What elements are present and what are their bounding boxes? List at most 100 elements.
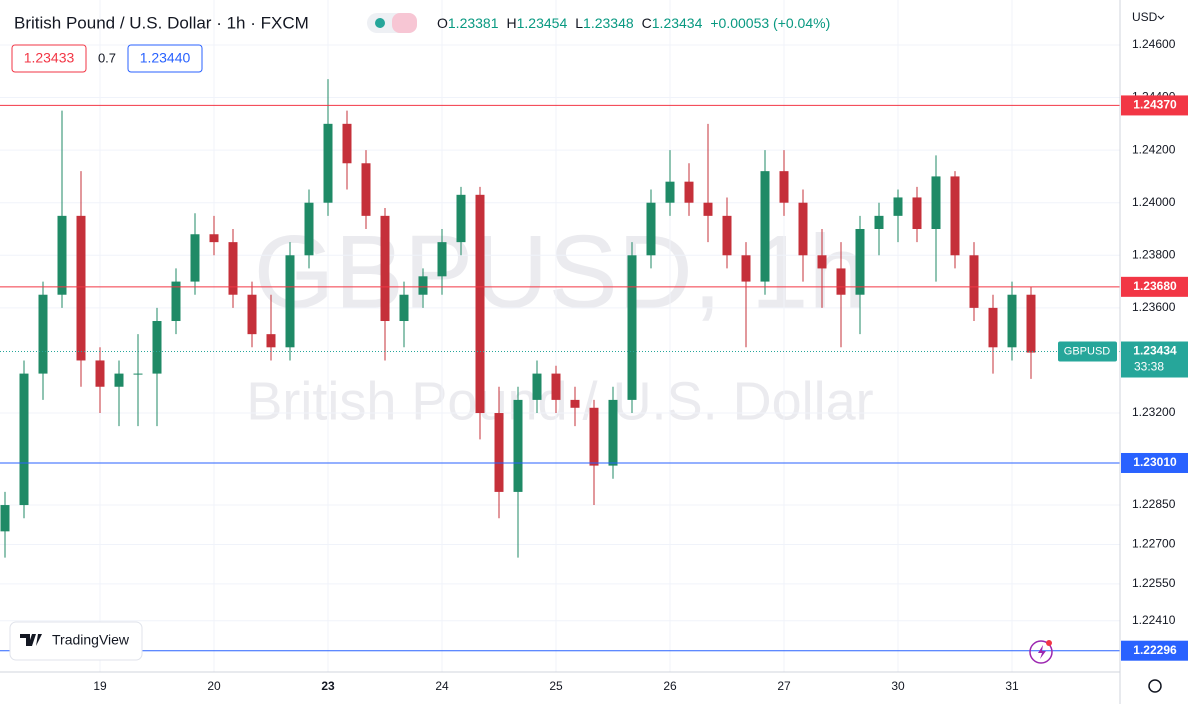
candle-body (893, 197, 903, 216)
ohlc-value: 1.23381 (448, 15, 499, 31)
y-tick-label: 1.22410 (1132, 613, 1176, 627)
candle-body (646, 202, 656, 256)
level-label-box (1121, 452, 1188, 473)
candle-body (209, 234, 219, 243)
candle-body (19, 373, 29, 506)
candle-body (627, 255, 637, 400)
y-tick-label: 1.23800 (1132, 247, 1176, 261)
candle-body (285, 255, 295, 348)
status-dot (375, 18, 385, 28)
candle-body (152, 321, 162, 374)
level-label: 1.22296 (1133, 643, 1177, 657)
y-tick-label: 1.24000 (1132, 195, 1176, 209)
candle-body (380, 215, 390, 322)
ohlc-values: O1.23381 H1.23454 L1.23348 C1.23434 +0.00053… (437, 15, 830, 31)
ohlc-value: 1.23434 (652, 15, 703, 31)
candle-body (437, 242, 447, 277)
candle-body (76, 215, 86, 361)
last-price: 1.23434 (1133, 344, 1177, 358)
alert-icon[interactable] (1029, 640, 1053, 664)
bid-box[interactable] (11, 44, 87, 73)
toggle-icon[interactable] (392, 13, 417, 33)
candle-body (418, 276, 428, 295)
ohlc-key: H (507, 15, 517, 31)
ask[interactable]: 1.23440 (140, 50, 191, 66)
ohlc-key: L (575, 15, 583, 31)
logo-text: TradingView (52, 632, 130, 648)
last-name-box (1058, 341, 1117, 362)
x-tick-label: 27 (777, 679, 791, 693)
candle-body (665, 181, 675, 203)
candle-body (228, 242, 238, 295)
level-label-box (1121, 276, 1188, 297)
candle-body (304, 202, 314, 256)
x-tick-label: 23 (321, 679, 335, 693)
candle-body (855, 228, 865, 295)
candle-body (1007, 294, 1017, 348)
candle-body (988, 307, 998, 348)
logo-mark (20, 634, 42, 646)
bid[interactable]: 1.23433 (24, 50, 75, 66)
candle-body (399, 294, 409, 322)
spread: 0.7 (98, 50, 116, 65)
y-tick-label: 1.22550 (1132, 576, 1176, 590)
y-tick-label: 1.23200 (1132, 405, 1176, 419)
candle-body (95, 360, 105, 387)
candle-body (741, 255, 751, 282)
candle-body (817, 255, 827, 269)
level-label: 1.23680 (1133, 279, 1177, 293)
candle-body (912, 197, 922, 229)
level-label-box (1121, 640, 1188, 661)
candle-body (247, 294, 257, 335)
candle-body (456, 194, 466, 243)
candle-body (969, 255, 979, 308)
y-tick-label: 1.24600 (1132, 37, 1176, 51)
candle-body (608, 399, 618, 466)
currency[interactable]: USD (1132, 10, 1158, 24)
candle-body (703, 202, 713, 216)
candle-body (589, 407, 599, 466)
candle-body (171, 281, 181, 322)
symbol-title[interactable]: British Pound / U.S. Dollar · 1h · FXCM (14, 13, 309, 32)
candle-body (0, 505, 10, 532)
candle-body (133, 373, 143, 375)
chevron (1157, 15, 1165, 20)
last-price-box (1121, 341, 1188, 378)
y-tick-label: 1.22850 (1132, 497, 1176, 511)
x-tick-label: 31 (1005, 679, 1019, 693)
ask-box[interactable] (127, 44, 203, 73)
candle-body (950, 176, 960, 256)
logo-box[interactable] (9, 621, 143, 661)
y-tick-label: 1.22700 (1132, 537, 1176, 551)
watermark-symbol: GBPUSD, 1h (254, 214, 867, 330)
candle-body (931, 176, 941, 229)
candle-body (551, 373, 561, 400)
x-tick-label: 25 (549, 679, 563, 693)
candle-body (722, 215, 732, 256)
candle-body (874, 215, 884, 229)
x-tick-label: 20 (207, 679, 221, 693)
candle-body (323, 123, 333, 203)
candle-body (475, 194, 485, 414)
alert-dot (1046, 640, 1052, 646)
candle-body (760, 171, 770, 282)
x-tick-label: 19 (93, 679, 107, 693)
level-label-box (1121, 95, 1188, 116)
last-name: GBPUSD (1064, 345, 1111, 357)
candle-body (114, 373, 124, 387)
candle-body (57, 215, 67, 295)
x-tick-label: 26 (663, 679, 677, 693)
ohlc-value: 1.23348 (583, 15, 634, 31)
candle-body (266, 334, 276, 348)
settings-icon[interactable] (1148, 679, 1162, 693)
candle-body (570, 399, 580, 408)
ohlc-key: C (642, 15, 652, 31)
candle-body (798, 202, 808, 256)
x-tick-label: 30 (891, 679, 905, 693)
ohlc-change: +0.00053 (+0.04%) (710, 15, 830, 31)
level-label: 1.24370 (1133, 98, 1177, 112)
bolt (1038, 645, 1046, 659)
candle-body (532, 373, 542, 400)
candle-body (513, 399, 523, 492)
